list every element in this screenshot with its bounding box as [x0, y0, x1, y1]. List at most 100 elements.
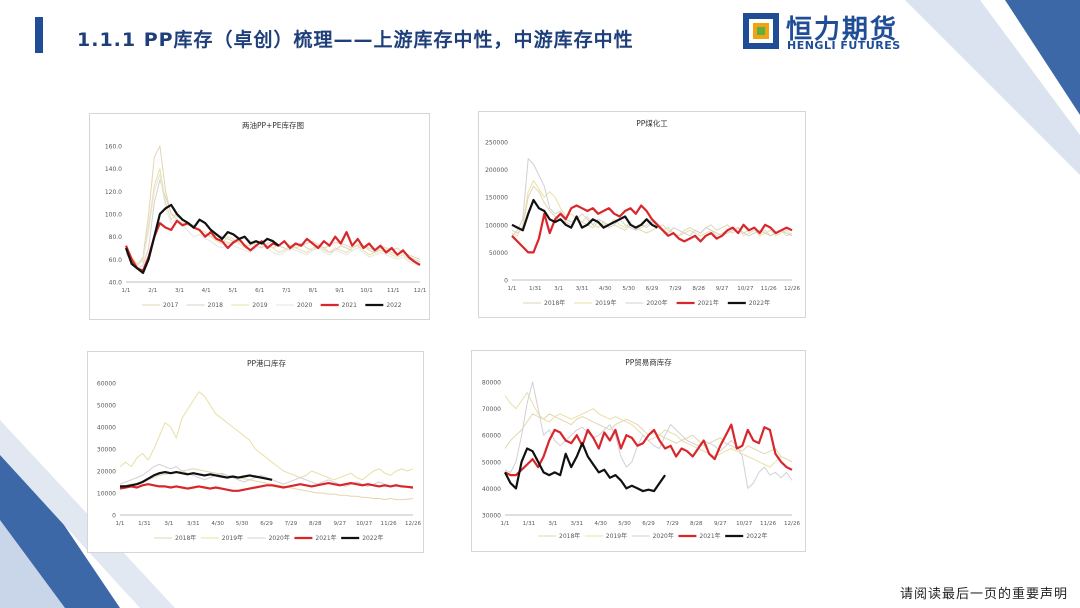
logo-chinese-name: 恒力期货 — [786, 15, 899, 45]
x-tick-label: 1/1 — [500, 521, 509, 527]
x-tick-label: 8/28 — [692, 286, 705, 292]
x-tick-label: 9/27 — [333, 521, 346, 527]
x-tick-label: 8/1 — [309, 288, 318, 294]
x-tick-label: 1/31 — [138, 521, 151, 527]
series-line-0 — [511, 185, 793, 237]
series-line-3 — [125, 173, 421, 267]
x-tick-label: 4/1 — [202, 288, 211, 294]
chart-title: PP港口库存 — [247, 358, 287, 368]
x-tick-label: 8/28 — [309, 521, 322, 527]
legend-label: 2018 — [208, 302, 223, 309]
x-tick-label: 5/1 — [228, 288, 237, 294]
y-tick-label: 60000 — [97, 381, 116, 388]
y-tick-label: 100.0 — [105, 212, 122, 219]
x-tick-label: 9/1 — [335, 288, 344, 294]
series-line-3 — [504, 423, 793, 477]
x-tick-label: 12/26 — [784, 286, 801, 292]
chart-panel-2: PP港口库存 0 10000 20000 30000 40000 50000 60000 1/1… — [87, 351, 424, 553]
y-tick-label: 60000 — [482, 433, 501, 440]
chart-panel-0: 两油PP+PE库存图 40.0 60.0 80.0 100.0 120.0 140.0 160… — [89, 113, 430, 320]
x-tick-label: 2/1 — [148, 288, 157, 294]
x-tick-label: 10/1 — [360, 288, 373, 294]
legend-label: 2021年 — [698, 299, 719, 307]
y-tick-label: 50000 — [489, 250, 508, 257]
legend-label: 2019年 — [606, 532, 627, 540]
y-tick-label: 60.0 — [109, 257, 123, 264]
x-tick-label: 9/27 — [716, 286, 729, 292]
x-tick-label: 3/1 — [548, 521, 557, 527]
legend-label: 2021 — [342, 302, 357, 309]
x-tick-label: 7/29 — [285, 521, 298, 527]
x-tick-label: 3/31 — [187, 521, 200, 527]
series-line-2 — [511, 158, 793, 237]
legend-label: 2020 — [297, 302, 312, 309]
chart-3: PP贸易商库存 30000 40000 50000 60000 70000 80000 1/1… — [482, 357, 801, 540]
series-line-5 — [124, 203, 280, 274]
y-tick-label: 250000 — [485, 140, 508, 147]
x-tick-label: 1/1 — [115, 521, 124, 527]
x-tick-label: 5/30 — [618, 521, 631, 527]
chart-title: 两油PP+PE库存图 — [242, 120, 304, 130]
chart-0: 两油PP+PE库存图 40.0 60.0 80.0 100.0 120.0 140.0 160… — [105, 120, 427, 309]
legend-label: 2020年 — [269, 534, 290, 542]
legend-label: 2020年 — [646, 299, 667, 307]
series-line-1 — [119, 391, 414, 481]
x-tick-label: 3/31 — [576, 286, 589, 292]
disclaimer-note: 请阅读最后一页的重要声明 — [899, 587, 1068, 602]
x-tick-label: 4/30 — [594, 521, 607, 527]
x-tick-label: 7/29 — [669, 286, 682, 292]
legend-label: 2022年 — [749, 299, 770, 307]
y-tick-label: 30000 — [97, 447, 116, 454]
x-tick-label: 12/26 — [405, 521, 422, 527]
x-tick-label: 6/29 — [646, 286, 659, 292]
chart-panel-3: PP贸易商库存 30000 40000 50000 60000 70000 80000 1/1… — [471, 350, 806, 552]
chart-title: PP贸易商库存 — [625, 357, 672, 367]
series-line-4 — [124, 219, 421, 272]
x-tick-label: 11/26 — [760, 521, 777, 527]
x-tick-label: 7/1 — [282, 288, 291, 294]
top-right-light-stripe — [905, 0, 1080, 175]
chart-2: PP港口库存 0 10000 20000 30000 40000 50000 60000 1/1… — [97, 358, 422, 542]
x-tick-label: 8/28 — [690, 521, 703, 527]
legend-label: 2021年 — [315, 534, 336, 542]
legend-label: 2018年 — [559, 532, 580, 540]
logo-mark-icon — [743, 13, 779, 49]
x-tick-label: 4/30 — [211, 521, 224, 527]
x-tick-label: 12/26 — [784, 521, 801, 527]
x-tick-label: 11/26 — [761, 286, 778, 292]
legend-label: 2019 — [252, 302, 267, 309]
y-tick-label: 10000 — [97, 491, 116, 498]
company-logo: 恒力期货 HENGLI FUTURES — [742, 12, 912, 52]
x-tick-label: 11/1 — [387, 288, 400, 294]
series-line-3 — [119, 482, 414, 492]
y-tick-label: 40000 — [482, 486, 501, 493]
y-tick-label: 200000 — [485, 167, 508, 174]
y-tick-label: 150000 — [485, 195, 508, 202]
bottom-left-light-stripe — [0, 520, 65, 608]
y-tick-label: 80.0 — [109, 234, 123, 241]
y-tick-label: 100000 — [485, 222, 508, 229]
y-tick-label: 50000 — [97, 403, 116, 410]
y-tick-label: 40000 — [97, 425, 116, 432]
chart-panel-1: PP煤化工 0 50000 100000 150000 200000 250000 1/1 1/… — [478, 111, 806, 318]
x-tick-label: 11/26 — [381, 521, 398, 527]
x-tick-label: 3/1 — [164, 521, 173, 527]
x-tick-label: 1/1 — [121, 288, 130, 294]
legend-label: 2020年 — [653, 532, 674, 540]
legend-label: 2021年 — [699, 532, 720, 540]
x-tick-label: 3/1 — [554, 286, 563, 292]
legend-label: 2022年 — [746, 532, 767, 540]
x-tick-label: 1/31 — [523, 521, 536, 527]
legend-label: 2022 — [386, 302, 401, 309]
y-tick-label: 70000 — [482, 406, 501, 413]
chart-title: PP煤化工 — [636, 118, 668, 128]
x-tick-label: 1/1 — [507, 286, 516, 292]
logo-english-name: HENGLI FUTURES — [787, 39, 901, 52]
y-tick-label: 80000 — [482, 380, 501, 387]
legend-label: 2022年 — [362, 534, 383, 542]
y-tick-label: 50000 — [482, 459, 501, 466]
chart-1: PP煤化工 0 50000 100000 150000 200000 250000 1/1 1/… — [485, 118, 801, 307]
legend-label: 2018年 — [544, 299, 565, 307]
x-tick-label: 12/1 — [414, 288, 427, 294]
x-tick-label: 3/31 — [570, 521, 583, 527]
